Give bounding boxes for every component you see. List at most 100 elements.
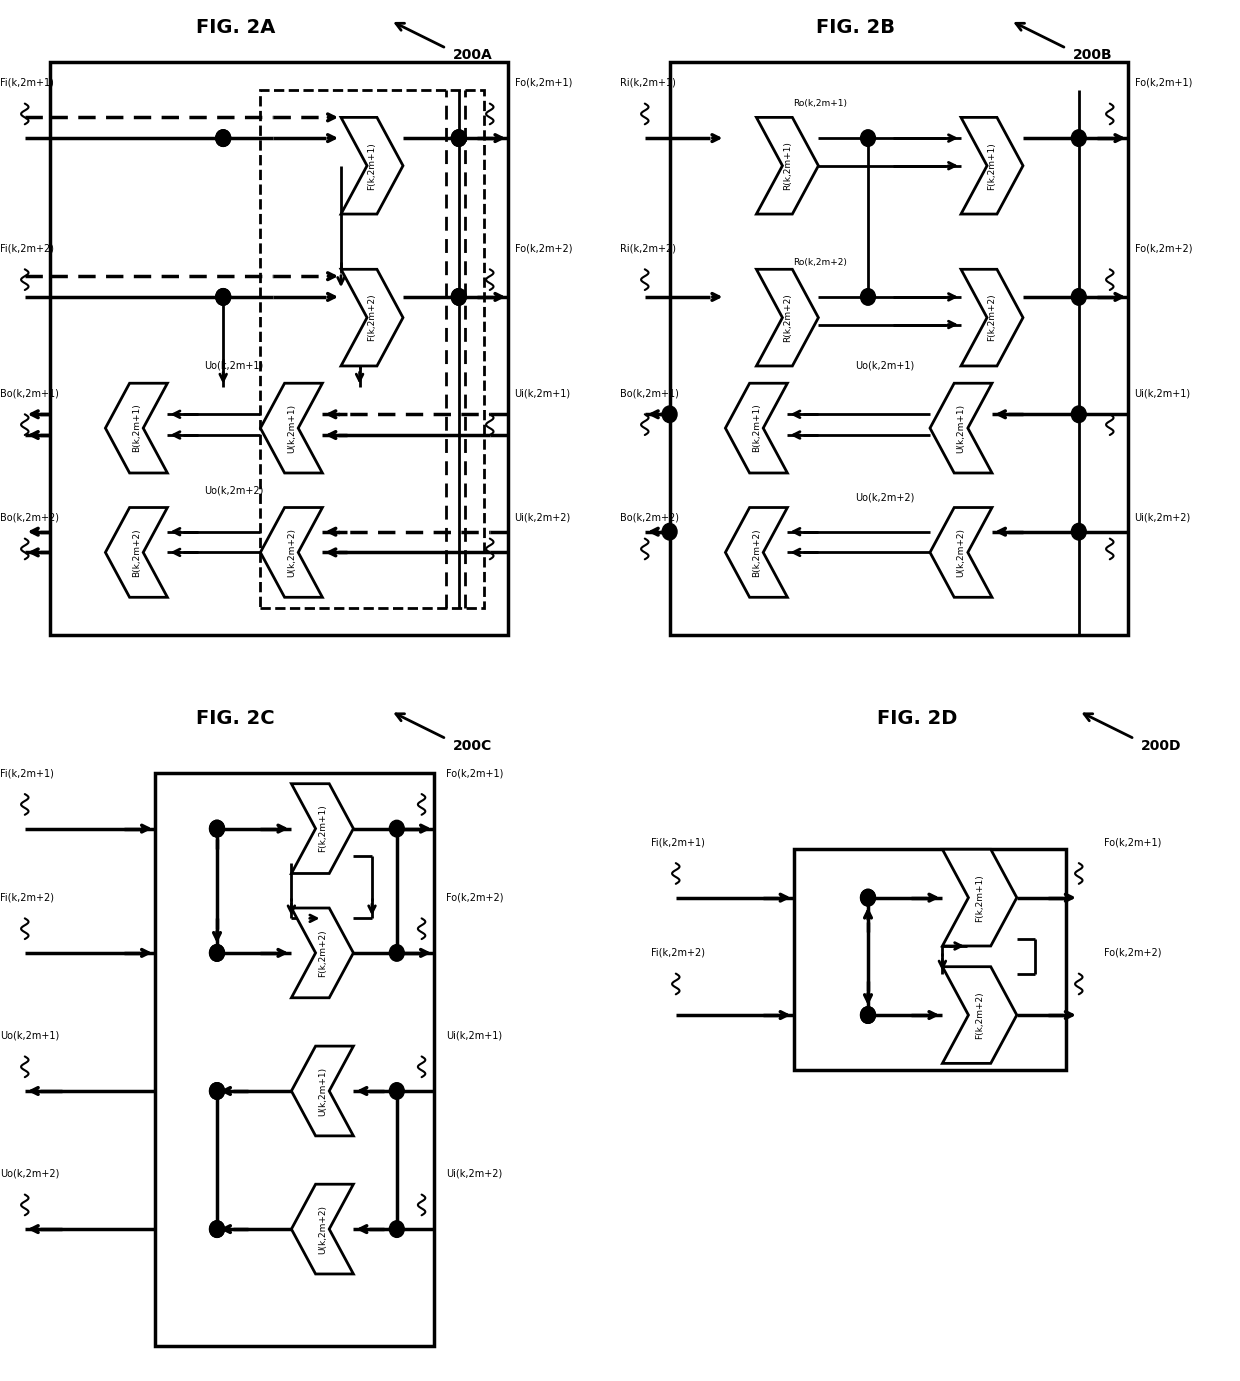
Text: F(k,2m+2): F(k,2m+2) — [317, 929, 327, 976]
Bar — [155, 773, 434, 1346]
Text: Bo(k,2m+2): Bo(k,2m+2) — [0, 512, 60, 523]
Polygon shape — [756, 117, 818, 214]
Circle shape — [1071, 289, 1086, 305]
Text: Ri(k,2m+1): Ri(k,2m+1) — [620, 77, 676, 88]
Circle shape — [210, 820, 224, 837]
Circle shape — [389, 1221, 404, 1237]
Circle shape — [861, 289, 875, 305]
Text: Fi(k,2m+1): Fi(k,2m+1) — [651, 837, 704, 848]
Text: Ro(k,2m+1): Ro(k,2m+1) — [794, 99, 848, 108]
Text: Fo(k,2m+2): Fo(k,2m+2) — [1135, 243, 1192, 254]
Text: Ro(k,2m+2): Ro(k,2m+2) — [794, 258, 847, 267]
Text: FIG. 2C: FIG. 2C — [196, 708, 275, 728]
Circle shape — [662, 406, 677, 423]
Bar — [794, 849, 1066, 1070]
Text: 200B: 200B — [1073, 48, 1112, 62]
Polygon shape — [291, 784, 353, 874]
Circle shape — [389, 820, 404, 837]
Text: 200D: 200D — [1141, 739, 1182, 753]
Text: U(k,2m+2): U(k,2m+2) — [317, 1204, 327, 1254]
Circle shape — [662, 523, 677, 540]
Text: Fi(k,2m+2): Fi(k,2m+2) — [0, 243, 55, 254]
Circle shape — [216, 130, 231, 146]
Text: Uo(k,2m+2): Uo(k,2m+2) — [0, 1168, 60, 1179]
Text: Ui(k,2m+1): Ui(k,2m+1) — [1135, 388, 1190, 399]
Polygon shape — [942, 849, 1017, 946]
Text: Uo(k,2m+1): Uo(k,2m+1) — [856, 360, 915, 371]
Polygon shape — [961, 117, 1023, 214]
Text: Ui(k,2m+2): Ui(k,2m+2) — [446, 1168, 502, 1179]
Circle shape — [861, 889, 875, 906]
Circle shape — [861, 1007, 875, 1023]
Text: B(k,2m+2): B(k,2m+2) — [131, 528, 141, 577]
Text: FIG. 2D: FIG. 2D — [878, 708, 957, 728]
Text: F(k,2m+1): F(k,2m+1) — [987, 142, 997, 189]
Text: Fi(k,2m+1): Fi(k,2m+1) — [0, 77, 53, 88]
Circle shape — [861, 130, 875, 146]
Text: Ui(k,2m+1): Ui(k,2m+1) — [515, 388, 570, 399]
Text: U(k,2m+1): U(k,2m+1) — [956, 403, 966, 453]
Polygon shape — [291, 1184, 353, 1273]
Circle shape — [861, 1007, 875, 1023]
Text: Fo(k,2m+1): Fo(k,2m+1) — [446, 768, 503, 779]
Text: R(k,2m+2): R(k,2m+2) — [782, 293, 792, 342]
Polygon shape — [725, 383, 787, 472]
Text: Fo(k,2m+1): Fo(k,2m+1) — [1135, 77, 1192, 88]
Polygon shape — [942, 967, 1017, 1063]
Polygon shape — [725, 507, 787, 598]
Text: FIG. 2B: FIG. 2B — [816, 18, 895, 37]
Text: Uo(k,2m+2): Uo(k,2m+2) — [856, 492, 915, 503]
Polygon shape — [105, 383, 167, 472]
Circle shape — [1071, 406, 1086, 423]
Text: Uo(k,2m+2): Uo(k,2m+2) — [205, 485, 264, 496]
Circle shape — [451, 289, 466, 305]
Text: Bo(k,2m+2): Bo(k,2m+2) — [620, 512, 680, 523]
Polygon shape — [105, 507, 167, 598]
Polygon shape — [341, 269, 403, 366]
Text: Fo(k,2m+2): Fo(k,2m+2) — [446, 892, 503, 903]
Circle shape — [389, 1083, 404, 1099]
Text: B(k,2m+1): B(k,2m+1) — [131, 403, 141, 453]
Polygon shape — [291, 1047, 353, 1135]
Bar — [50, 62, 508, 635]
Text: Fi(k,2m+2): Fi(k,2m+2) — [651, 947, 706, 958]
Text: FIG. 2A: FIG. 2A — [196, 18, 275, 37]
Polygon shape — [756, 269, 818, 366]
Polygon shape — [341, 117, 403, 214]
Text: Fi(k,2m+2): Fi(k,2m+2) — [0, 892, 55, 903]
Circle shape — [210, 1083, 224, 1099]
Text: F(k,2m+1): F(k,2m+1) — [317, 805, 327, 852]
Polygon shape — [930, 383, 992, 472]
Text: Fo(k,2m+1): Fo(k,2m+1) — [515, 77, 572, 88]
Polygon shape — [291, 909, 353, 997]
Circle shape — [1071, 523, 1086, 540]
Circle shape — [451, 130, 466, 146]
Text: Ui(k,2m+1): Ui(k,2m+1) — [446, 1030, 502, 1041]
Text: F(k,2m+2): F(k,2m+2) — [975, 992, 985, 1039]
Text: Fo(k,2m+2): Fo(k,2m+2) — [1104, 947, 1161, 958]
Circle shape — [210, 945, 224, 961]
Circle shape — [210, 1221, 224, 1237]
Text: Uo(k,2m+1): Uo(k,2m+1) — [0, 1030, 60, 1041]
Text: Bo(k,2m+1): Bo(k,2m+1) — [0, 388, 58, 399]
Circle shape — [389, 945, 404, 961]
Text: B(k,2m+2): B(k,2m+2) — [751, 528, 761, 577]
Text: F(k,2m+2): F(k,2m+2) — [367, 294, 377, 341]
Polygon shape — [961, 269, 1023, 366]
Text: F(k,2m+1): F(k,2m+1) — [367, 142, 377, 189]
Circle shape — [216, 289, 231, 305]
Text: B(k,2m+1): B(k,2m+1) — [751, 403, 761, 453]
Text: 200C: 200C — [453, 739, 492, 753]
Circle shape — [216, 289, 231, 305]
Text: Fi(k,2m+1): Fi(k,2m+1) — [0, 768, 53, 779]
Circle shape — [451, 289, 466, 305]
Polygon shape — [260, 507, 322, 598]
Circle shape — [451, 130, 466, 146]
Text: U(k,2m+1): U(k,2m+1) — [286, 403, 296, 453]
Polygon shape — [930, 507, 992, 598]
Text: R(k,2m+1): R(k,2m+1) — [782, 141, 792, 191]
Polygon shape — [260, 383, 322, 472]
Text: Uo(k,2m+1): Uo(k,2m+1) — [205, 360, 264, 371]
Circle shape — [1071, 130, 1086, 146]
Circle shape — [216, 130, 231, 146]
